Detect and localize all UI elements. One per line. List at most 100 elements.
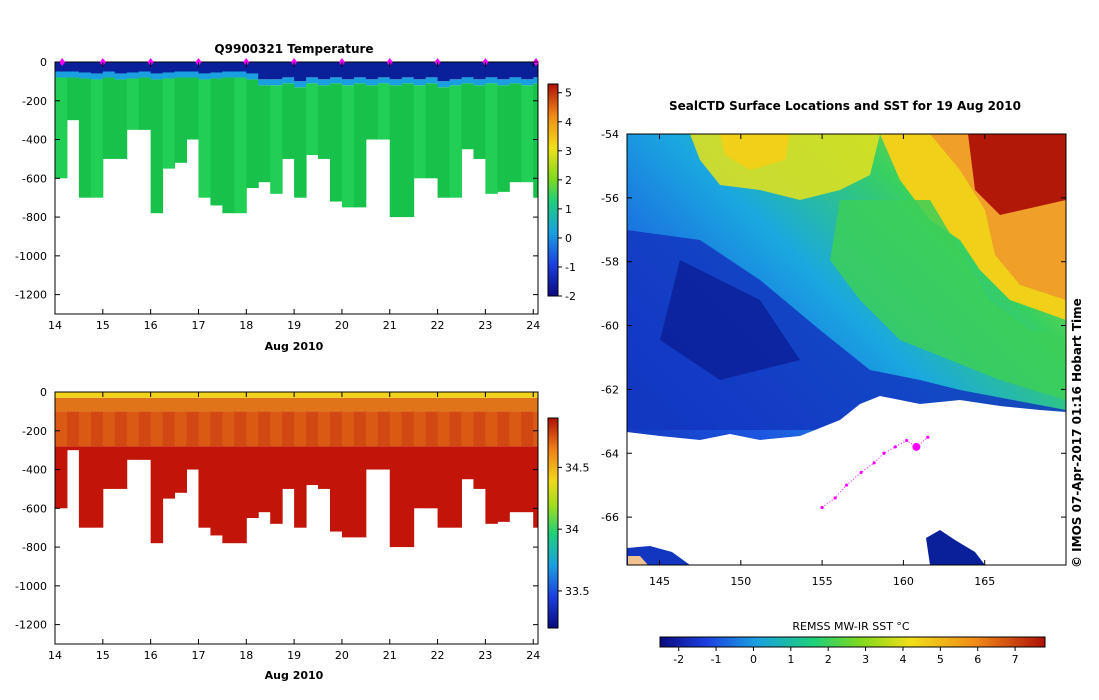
coast-land-west <box>628 556 648 565</box>
salinity-xlabel: Aug 2010 <box>265 669 324 682</box>
seal-track-point <box>833 496 837 500</box>
salinity-profile-surface <box>461 392 474 398</box>
seal-track-point <box>820 505 824 510</box>
sst-warm-north-core <box>720 134 790 170</box>
y-tick-label: -1200 <box>15 289 47 302</box>
sst-colorbar-tick-label: -2 <box>673 653 684 666</box>
salinity-profile-surface <box>425 392 439 398</box>
temperature-profile-surface <box>234 62 247 72</box>
seal-track-point <box>912 442 921 451</box>
temperature-profile-deep <box>329 83 343 202</box>
salinity-profile-surface <box>437 392 451 398</box>
temperature-profile-thermocline <box>353 77 367 84</box>
salinity-profile-halocline <box>533 411 538 447</box>
salinity-profile-halocline <box>66 411 80 447</box>
map-y-tick-label: -60 <box>601 320 619 333</box>
salinity-profile-halocline <box>90 411 104 447</box>
salinity-profile-surface <box>66 392 80 398</box>
map-y-tick-label: -64 <box>601 447 619 460</box>
temperature-profile-thermocline <box>246 73 259 80</box>
salinity-x-axis: 14 15 16 17 18 19 20 21 22 23 24 <box>48 392 540 662</box>
salinity-profile-halocline <box>413 411 427 447</box>
sst-colorbar-ticks: -2 -1 0 1 2 3 4 5 6 7 <box>673 647 1019 666</box>
temperature-profile-deep <box>485 83 498 194</box>
salinity-profile-surface <box>90 392 104 398</box>
temperature-profile-surface <box>401 62 415 78</box>
temperature-profile-thermocline <box>126 72 140 79</box>
coast-east <box>926 530 985 565</box>
temperature-profile-deep <box>222 77 235 214</box>
salinity-profile-halocline <box>473 411 486 447</box>
salinity-profile-mid <box>306 397 319 412</box>
x-tick-label: 14 <box>48 649 62 662</box>
salinity-profile-mid <box>282 397 295 412</box>
sst-cold-south <box>627 230 1066 430</box>
salinity-profile-surface <box>485 392 498 398</box>
salinity-profile-halocline <box>138 411 152 447</box>
salinity-profile-halocline <box>210 411 223 447</box>
salinity-profile-surface <box>102 392 116 398</box>
temperature-profile-surface <box>186 62 199 72</box>
salinity-profile-mid <box>509 397 522 412</box>
temperature-xlabel: Aug 2010 <box>265 340 324 353</box>
salinity-profile-halocline <box>497 411 510 447</box>
salinity-profile-deep <box>138 446 152 460</box>
temperature-profile-deep <box>365 85 379 140</box>
salinity-profile-halocline <box>365 411 379 447</box>
temperature-profile-surface <box>377 62 391 78</box>
temperature-profile-deep <box>377 83 391 140</box>
salinity-profile-deep <box>270 446 283 524</box>
salinity-profile-halocline <box>341 411 355 447</box>
salinity-profile-halocline <box>377 411 391 447</box>
salinity-profile-deep <box>162 446 176 499</box>
temperature-profile-thermocline <box>234 71 247 78</box>
x-tick-label: 24 <box>526 319 540 332</box>
temperature-profile-surface <box>90 62 104 74</box>
temperature-profile-thermocline <box>55 71 68 78</box>
temperature-profile-deep <box>55 77 68 179</box>
seal-track-point <box>893 445 897 449</box>
temperature-profile-marker <box>59 58 66 66</box>
temperature-profile-surface <box>66 62 80 72</box>
temperature-profile-thermocline <box>425 77 439 84</box>
temperature-profile-deep <box>246 79 259 188</box>
salinity-profile-halocline <box>102 411 116 447</box>
salinity-profile-deep <box>66 446 80 451</box>
salinity-profile-deep <box>150 446 164 544</box>
salinity-profile-surface <box>473 392 486 398</box>
y-tick-label: -1000 <box>15 250 47 263</box>
salinity-profile-halocline <box>258 411 271 447</box>
temperature-profile-thermocline <box>306 77 319 84</box>
temperature-profile-deep <box>473 85 486 159</box>
salinity-profile-deep <box>377 446 391 470</box>
colorbar-tick-label: 33.5 <box>565 585 590 598</box>
salinity-profile-halocline <box>449 411 462 447</box>
salinity-profile-deep <box>329 446 343 532</box>
temperature-profile-surface <box>425 62 439 78</box>
salinity-profile-surface <box>198 392 211 398</box>
map-y-tick-label: -58 <box>601 256 619 269</box>
salinity-profile-halocline <box>198 411 211 447</box>
salinity-profile-surface <box>126 392 140 398</box>
temperature-profile-deep <box>294 87 307 198</box>
sst-colorbar-tick-label: 6 <box>974 653 981 666</box>
map-y-axis: -54 -56 -58 -60 -62 -64 -66 <box>601 128 1066 524</box>
salinity-profile-halocline <box>162 411 176 447</box>
colorbar-tick-label: 34 <box>565 523 579 536</box>
salinity-profile-deep <box>485 446 498 524</box>
salinity-profile-mid <box>90 397 104 412</box>
temperature-profile-surface <box>210 62 223 73</box>
salinity-profile-mid <box>413 397 427 412</box>
temperature-profile-deep <box>90 79 104 198</box>
salinity-profile-mid <box>401 397 415 412</box>
temperature-profile-deep <box>413 85 427 179</box>
salinity-profile-halocline <box>401 411 415 447</box>
temperature-profile-surface <box>174 62 188 72</box>
salinity-profile-deep <box>174 446 188 493</box>
temperature-profile-thermocline <box>449 79 462 86</box>
sst-colorbar-tick-label: 4 <box>899 653 906 666</box>
seal-track-line <box>821 436 929 508</box>
salinity-profile-surface <box>234 392 247 398</box>
colorbar-tick-label: -1 <box>565 261 576 274</box>
salinity-profile-mid <box>341 397 355 412</box>
